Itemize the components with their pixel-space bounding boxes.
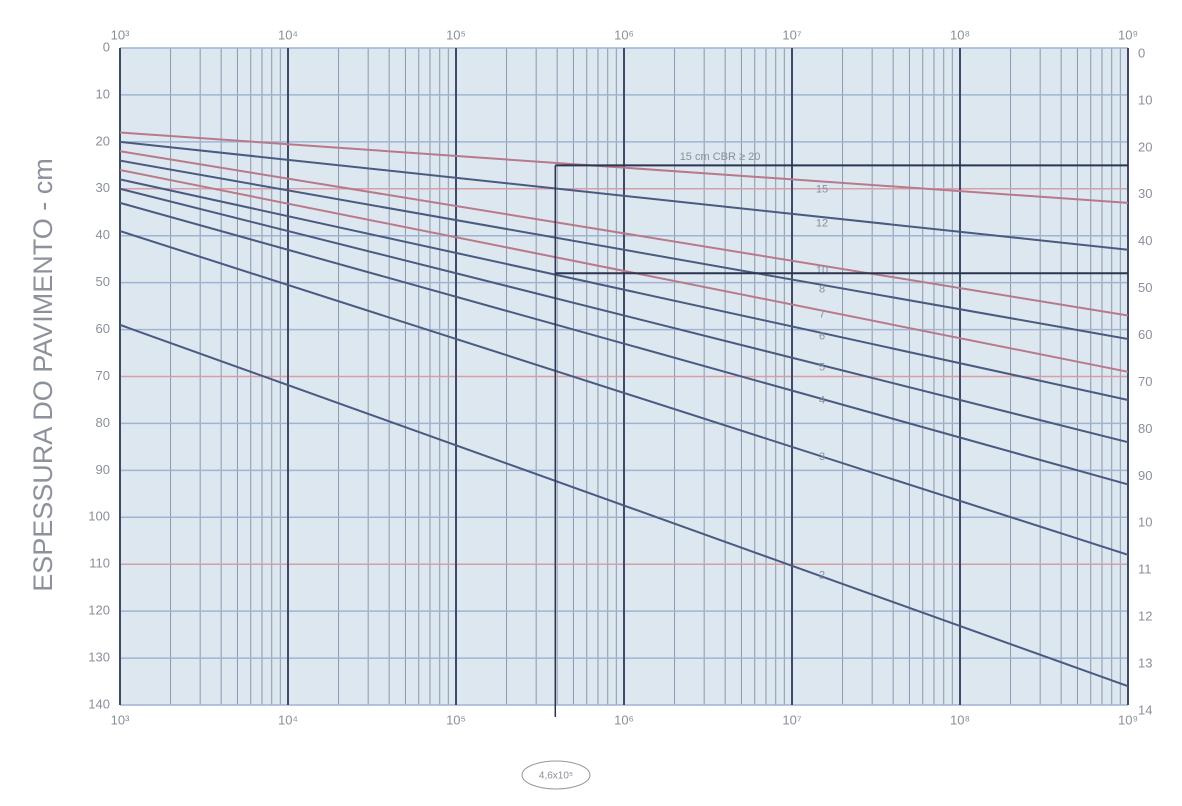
- series-label: 12: [816, 218, 828, 230]
- y-tick-label: 120: [88, 603, 110, 618]
- x-tick-label: 10⁹: [1118, 712, 1138, 727]
- x-tick-label: 10⁸: [950, 712, 970, 727]
- series-label: 2: [819, 570, 825, 582]
- series-line: [119, 140, 1129, 251]
- series-line: [119, 159, 1129, 340]
- y-tick-label: 20: [96, 133, 110, 148]
- y2-tick-label: 20: [1138, 139, 1152, 154]
- x-tick-label-top: 10⁴: [278, 27, 298, 42]
- y-tick-label: 140: [88, 696, 110, 711]
- series-line: [119, 178, 1129, 401]
- series-line: [119, 169, 1129, 373]
- x-tick-label-top: 10³: [111, 27, 130, 42]
- series-line: [119, 323, 1129, 688]
- y2-tick-label: 13: [1138, 656, 1152, 671]
- reference-label: 15 cm CBR ≥ 20: [680, 151, 761, 163]
- y2-tick-label: 60: [1138, 327, 1152, 342]
- y2-tick-label: 11: [1138, 562, 1152, 577]
- y-tick-label: 0: [103, 39, 110, 54]
- series-label: 8: [819, 283, 825, 295]
- y-tick-label: 90: [96, 462, 110, 477]
- series-line: [119, 230, 1129, 556]
- y2-tick-label: 90: [1138, 468, 1152, 483]
- y2-tick-label: 12: [1138, 609, 1152, 624]
- y-tick-label: 110: [89, 556, 110, 571]
- x-tick-label-top: 10⁹: [1118, 27, 1138, 42]
- y2-tick-label: 80: [1138, 421, 1152, 436]
- x-tick-label: 10⁷: [782, 712, 801, 727]
- x-tick-label: 10³: [111, 712, 130, 727]
- annotation-ellipse: [521, 760, 591, 790]
- y2-tick-label: 10: [1138, 92, 1152, 107]
- y-tick-label: 70: [96, 368, 110, 383]
- series-label: 4: [819, 394, 825, 406]
- y2-tick-label: 50: [1138, 280, 1152, 295]
- y2-tick-label: 0: [1138, 45, 1145, 60]
- y2-tick-label: 10: [1138, 515, 1152, 530]
- y-tick-label: 40: [96, 227, 110, 242]
- y-tick-label: 130: [88, 650, 110, 665]
- y-tick-label: 30: [96, 180, 110, 195]
- y-tick-label: 50: [96, 274, 110, 289]
- y-tick-label: 80: [96, 415, 110, 430]
- y-axis-label: ESPESSURA DO PAVIMENTO - cm: [28, 158, 58, 592]
- x-tick-label: 10⁵: [446, 712, 466, 727]
- x-tick-label-top: 10⁷: [782, 27, 801, 42]
- annotation: 4,6x10⁵: [539, 771, 573, 782]
- x-tick-label-top: 10⁶: [614, 27, 634, 42]
- x-tick-label: 10⁴: [278, 712, 298, 727]
- series-label: 15: [816, 183, 828, 195]
- series-label: 5: [819, 362, 825, 374]
- series-label: 7: [819, 308, 825, 320]
- series-label: 10: [816, 265, 828, 277]
- series-label: 3: [819, 451, 825, 463]
- y2-tick-label: 70: [1138, 374, 1152, 389]
- series-line: [119, 150, 1129, 317]
- series-line: [119, 201, 1129, 486]
- y2-tick-label: 40: [1138, 233, 1152, 248]
- series-line: [119, 187, 1129, 444]
- x-tick-label: 10⁶: [614, 712, 634, 727]
- y-tick-label: 10: [96, 86, 110, 101]
- series-line: [119, 131, 1129, 204]
- y2-tick-label: 14: [1138, 702, 1152, 717]
- x-tick-label-top: 10⁸: [950, 27, 970, 42]
- y-tick-label: 100: [88, 509, 110, 524]
- series-label: 6: [819, 330, 825, 342]
- x-tick-label-top: 10⁵: [446, 27, 466, 42]
- y-tick-label: 60: [96, 321, 110, 336]
- y2-tick-label: 30: [1138, 186, 1152, 201]
